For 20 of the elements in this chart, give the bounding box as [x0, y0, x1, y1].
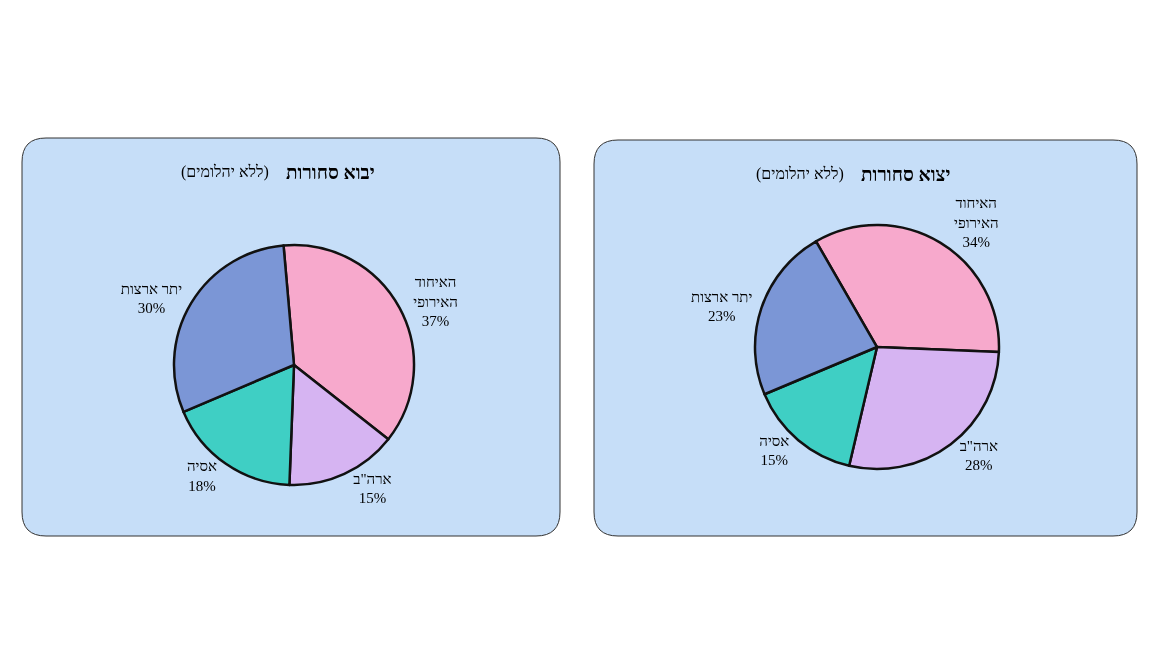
- chart-title: יבוא סחורות: [286, 162, 375, 183]
- data-label: 28%: [965, 457, 993, 474]
- data-label: 37%: [421, 313, 450, 330]
- data-label: 23%: [707, 308, 736, 325]
- slice-label: ארה"ב: [353, 470, 392, 487]
- data-label: 34%: [962, 234, 990, 251]
- slice-label: יתר ארצות: [120, 280, 183, 297]
- slice-label: אסיה: [186, 458, 217, 475]
- chart-title: יצוא סחורות: [861, 164, 951, 185]
- data-label: 15%: [358, 490, 387, 507]
- slice-label: ארה"ב: [959, 437, 998, 454]
- slice-label: יתר ארצות: [691, 288, 753, 305]
- data-label: 15%: [760, 452, 789, 469]
- slice-label: האיחוד האירופי: [413, 274, 458, 310]
- chart-subtitle: (ללא יהלומים): [756, 165, 844, 183]
- slice-label: אסיה: [759, 432, 790, 449]
- chart-subtitle: (ללא יהלומים): [181, 163, 269, 181]
- data-label: 30%: [137, 300, 166, 317]
- slice-label: האיחוד האירופי: [953, 195, 999, 231]
- data-label: 18%: [188, 477, 216, 494]
